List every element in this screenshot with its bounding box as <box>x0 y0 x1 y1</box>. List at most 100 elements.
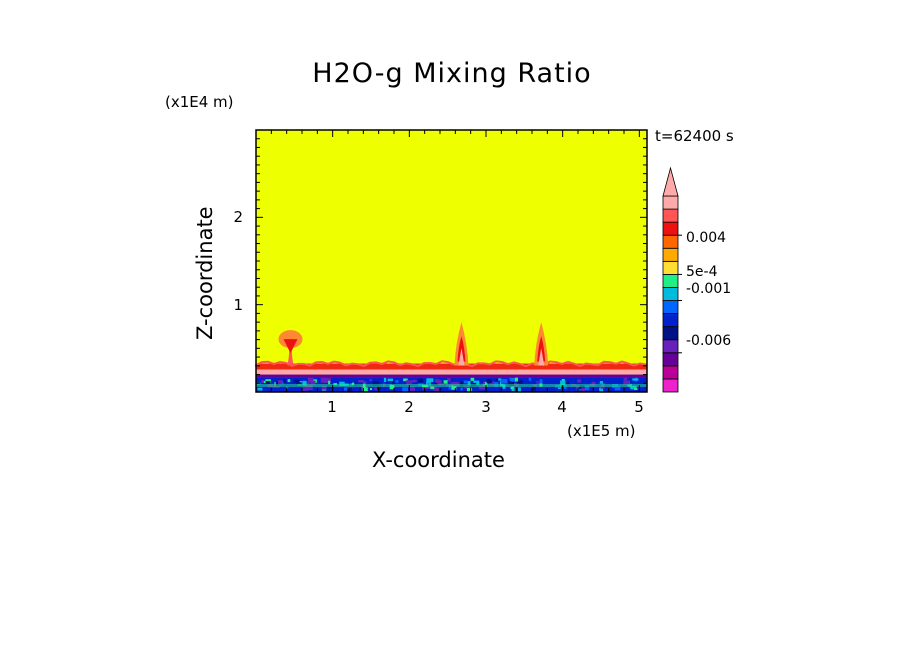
speckle <box>632 378 639 381</box>
speckle <box>302 386 309 391</box>
x-axis-unit: (x1E5 m) <box>567 422 636 440</box>
speckle <box>478 385 486 390</box>
speckle <box>370 388 373 391</box>
speckle <box>511 379 517 382</box>
surface-purple-layer <box>256 374 647 378</box>
colorbar-swatch <box>662 365 679 380</box>
speckle <box>369 378 372 382</box>
speckle <box>275 381 280 387</box>
speckle <box>302 380 307 386</box>
colorbar-swatch <box>662 273 679 288</box>
speckle <box>575 385 581 389</box>
y-tick-label: 1 <box>233 296 243 314</box>
speckle <box>510 386 514 390</box>
colorbar-extend-arrow <box>662 166 679 197</box>
bottom-band <box>256 384 647 387</box>
speckle <box>362 387 368 393</box>
speckle <box>623 377 628 381</box>
speckle <box>630 386 634 390</box>
speckle <box>403 378 408 382</box>
speckle <box>406 380 410 385</box>
speckle <box>495 378 499 382</box>
plume-base <box>458 348 465 366</box>
speckle <box>536 380 539 385</box>
speckle <box>634 387 638 390</box>
surface-moist-layer <box>256 363 647 370</box>
speckle <box>463 386 471 389</box>
surface-pink-layer <box>256 369 647 375</box>
speckle <box>339 381 345 386</box>
speckle <box>532 386 536 391</box>
speckle <box>451 385 457 390</box>
speckle <box>257 387 263 391</box>
speckle <box>500 379 508 383</box>
colorbar-swatch <box>662 195 679 210</box>
speckle <box>310 380 316 385</box>
speckle <box>501 381 508 384</box>
speckle <box>344 387 348 391</box>
colorbar-swatch <box>662 287 679 301</box>
speckle <box>426 378 434 382</box>
x-axis-label: X-coordinate <box>372 448 505 472</box>
speckle <box>409 386 416 391</box>
speckle <box>307 377 314 383</box>
plume-stem <box>287 341 294 366</box>
colorbar-swatch <box>662 378 679 393</box>
speckle <box>528 377 532 381</box>
colorbar-swatch <box>662 208 679 223</box>
time-label: t=62400 s <box>655 127 734 145</box>
speckle <box>285 386 289 389</box>
speckle <box>362 381 367 384</box>
speckle <box>265 381 271 385</box>
speckle <box>328 380 331 385</box>
speckle <box>466 387 473 393</box>
speckle <box>374 387 380 391</box>
colorbar-swatch <box>662 221 679 236</box>
speckle <box>566 381 569 385</box>
speckle <box>614 386 621 391</box>
speckle <box>579 385 585 390</box>
speckle <box>383 377 387 382</box>
speckle <box>623 380 630 385</box>
colorbar-label: 0.004 <box>686 230 727 246</box>
colorbar-swatch <box>662 326 679 341</box>
speckle <box>307 385 313 390</box>
speckle <box>410 380 415 383</box>
speckle <box>509 377 512 381</box>
speckle <box>581 387 586 391</box>
speckle <box>395 380 399 383</box>
speckle <box>584 385 590 391</box>
speckle <box>349 387 353 392</box>
speckle <box>287 379 291 383</box>
speckle <box>433 387 440 391</box>
speckle <box>359 387 362 391</box>
surface-edge <box>255 360 647 368</box>
z-axis-unit: (x1E4 m) <box>165 93 234 111</box>
speckle <box>467 381 471 386</box>
speckle <box>484 381 488 387</box>
speckle <box>497 378 502 381</box>
colorbar-label: 5e-4 <box>686 264 718 280</box>
speckle <box>392 381 395 386</box>
colorbar-label: -0.001 <box>686 281 732 297</box>
speckle <box>435 380 442 383</box>
speckle <box>473 380 480 385</box>
colorbar-swatch <box>662 313 679 328</box>
colorbar-swatch <box>662 300 679 314</box>
speckle <box>518 387 521 392</box>
speckle <box>577 379 581 383</box>
speckle <box>422 387 425 390</box>
speckle <box>402 387 408 392</box>
colorbar <box>662 166 682 393</box>
plume-base <box>538 348 545 366</box>
speckle <box>599 381 603 384</box>
speckle <box>293 379 300 383</box>
field-background <box>256 130 647 392</box>
speckle <box>358 380 364 383</box>
speckle <box>389 384 395 390</box>
speckle <box>447 378 451 382</box>
speckle <box>278 380 283 384</box>
speckle <box>352 382 355 385</box>
x-tick-label: 2 <box>404 398 414 416</box>
